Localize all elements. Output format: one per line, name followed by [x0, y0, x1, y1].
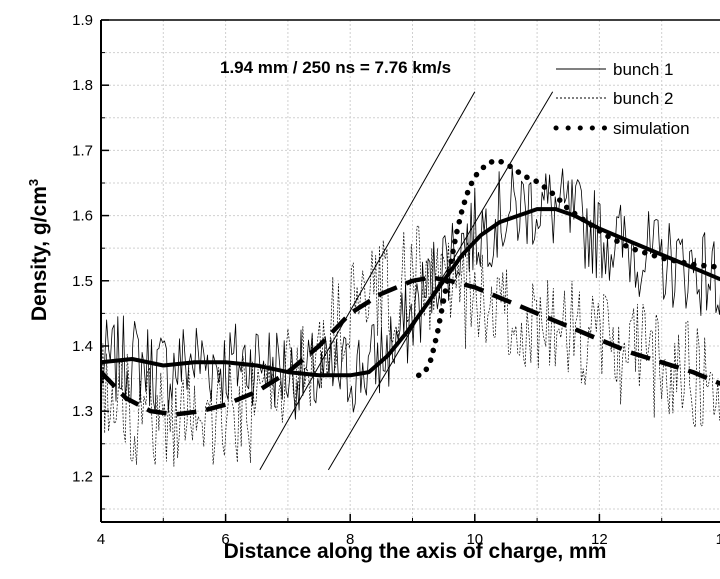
x-tick-label: 4 [97, 531, 105, 548]
y-tick-label: 1.3 [72, 403, 93, 420]
x-axis-title: Distance along the axis of charge, mm [224, 540, 607, 563]
y-tick-label: 1.5 [72, 273, 93, 290]
x-tick-label: 14 [716, 531, 720, 548]
y-tick-label: 1.4 [72, 338, 93, 355]
x-tick-label: 10 [466, 531, 483, 548]
legend-label-bunch-2: bunch 2 [613, 89, 674, 108]
legend-label-bunch-1: bunch 1 [613, 60, 674, 79]
y-axis-title: Density, g/cm3 [26, 179, 51, 321]
series-line-thick-solid [101, 207, 720, 378]
slope-guide-line [259, 91, 476, 471]
series-line-thick-dashed [101, 275, 720, 417]
series-line-simulation [415, 157, 720, 379]
series-line-bunch-2 [101, 225, 720, 467]
x-tick-label: 12 [591, 531, 608, 548]
series-layer [101, 91, 720, 471]
plot-area [101, 91, 720, 471]
legend-label-simulation: simulation [613, 119, 690, 138]
x-tick-label: 8 [346, 531, 354, 548]
axes [100, 19, 720, 523]
y-tick-label: 1.2 [72, 468, 93, 485]
y-tick-label: 1.9 [72, 12, 93, 29]
slope-guide-line [327, 91, 554, 471]
ticks: 46810121416181.21.31.41.51.61.71.81.9 [72, 12, 720, 548]
y-tick-label: 1.6 [72, 208, 93, 225]
y-tick-label: 1.8 [72, 77, 93, 94]
y-axis-title-superscript: 3 [26, 179, 41, 186]
y-tick-label: 1.7 [72, 142, 93, 159]
legend: bunch 1 bunch 2 simulation [553, 60, 690, 138]
series-line-bunch-1 [101, 166, 720, 420]
x-tick-label: 6 [221, 531, 229, 548]
velocity-annotation: 1.94 mm / 250 ns = 7.76 km/s [220, 58, 451, 77]
